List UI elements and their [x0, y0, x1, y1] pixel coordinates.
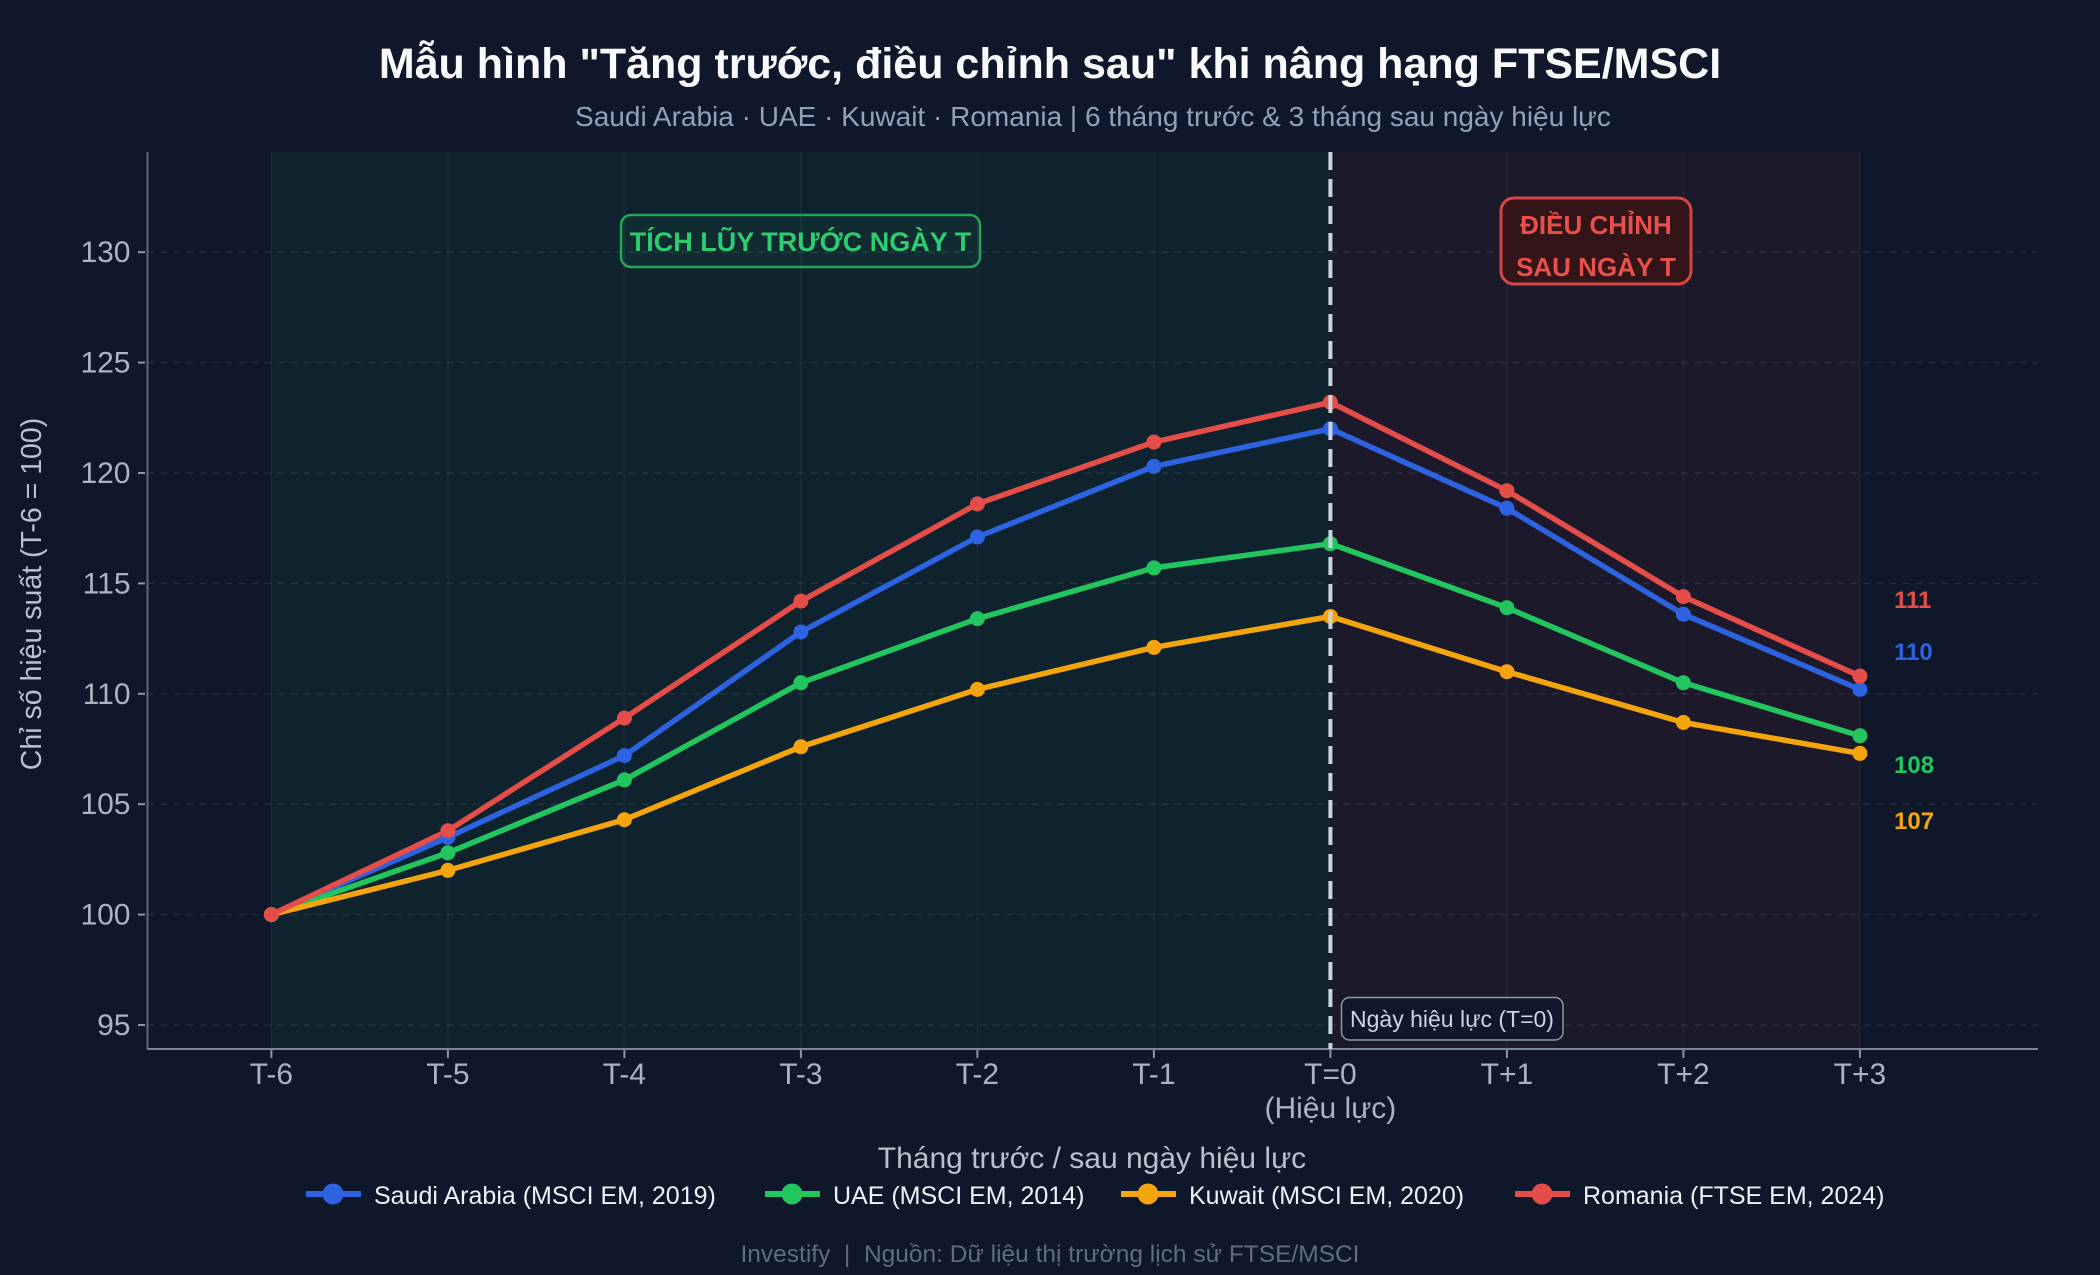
- svg-text:T-6: T-6: [250, 1058, 293, 1091]
- svg-text:T-5: T-5: [426, 1058, 469, 1091]
- svg-text:Saudi Arabia (MSCI EM, 2019): Saudi Arabia (MSCI EM, 2019): [374, 1182, 716, 1210]
- svg-text:120: 120: [80, 457, 130, 490]
- svg-text:Chỉ số hiệu suất (T-6 = 100): Chỉ số hiệu suất (T-6 = 100): [16, 418, 48, 770]
- svg-text:Kuwait (MSCI EM, 2020): Kuwait (MSCI EM, 2020): [1189, 1182, 1464, 1210]
- svg-text:T-1: T-1: [1132, 1058, 1175, 1091]
- svg-text:100: 100: [80, 899, 130, 932]
- svg-text:ĐIỀU CHỈNH: ĐIỀU CHỈNH: [1520, 210, 1672, 240]
- svg-text:(Hiệu lực): (Hiệu lực): [1265, 1092, 1397, 1125]
- svg-text:T-2: T-2: [956, 1058, 999, 1091]
- svg-text:Mẫu hình "Tăng trước, điều chỉ: Mẫu hình "Tăng trước, điều chỉnh sau" kh…: [379, 39, 1721, 88]
- svg-text:Saudi Arabia · UAE · Kuwait ·: Saudi Arabia · UAE · Kuwait · Romania | …: [575, 101, 1611, 132]
- svg-text:105: 105: [80, 788, 130, 821]
- svg-text:111: 111: [1894, 587, 1931, 614]
- svg-text:T-4: T-4: [603, 1058, 646, 1091]
- svg-text:Tháng trước / sau ngày hiệu lự: Tháng trước / sau ngày hiệu lực: [878, 1142, 1306, 1175]
- svg-text:Ngày hiệu lực (T=0): Ngày hiệu lực (T=0): [1350, 1006, 1554, 1032]
- svg-text:T+1: T+1: [1481, 1058, 1534, 1091]
- svg-text:T+3: T+3: [1834, 1058, 1887, 1091]
- svg-text:110: 110: [83, 678, 131, 711]
- svg-text:95: 95: [97, 1009, 130, 1042]
- svg-text:T+2: T+2: [1657, 1058, 1710, 1091]
- svg-text:115: 115: [83, 567, 131, 600]
- svg-text:UAE (MSCI EM, 2014): UAE (MSCI EM, 2014): [833, 1182, 1084, 1210]
- svg-text:108: 108: [1894, 752, 1934, 779]
- svg-text:T=0: T=0: [1304, 1058, 1357, 1091]
- svg-text:107: 107: [1894, 808, 1934, 835]
- svg-text:SAU NGÀY T: SAU NGÀY T: [1516, 252, 1676, 282]
- svg-text:Investify | Nguồn: Dữ liệu t: Investify | Nguồn: Dữ liệu thị trường lị…: [741, 1241, 1360, 1268]
- svg-text:125: 125: [80, 347, 130, 380]
- svg-text:130: 130: [80, 236, 130, 269]
- svg-text:TÍCH LŨY TRƯỚC NGÀY T: TÍCH LŨY TRƯỚC NGÀY T: [630, 226, 972, 257]
- svg-text:Romania (FTSE EM, 2024): Romania (FTSE EM, 2024): [1583, 1182, 1885, 1210]
- svg-text:T-3: T-3: [779, 1058, 822, 1091]
- svg-text:110: 110: [1894, 639, 1933, 666]
